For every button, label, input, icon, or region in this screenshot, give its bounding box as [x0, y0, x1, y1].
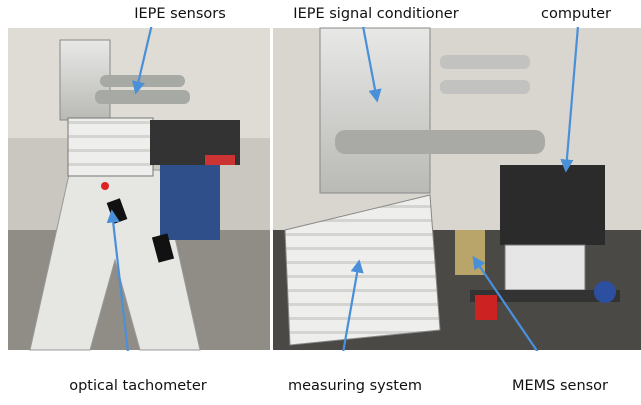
label: optical tachometer: [69, 378, 207, 394]
label: measuring system: [288, 378, 422, 394]
label: computer: [541, 6, 611, 22]
right-photo: [273, 28, 641, 350]
label: IEPE signal conditioner: [293, 6, 458, 22]
label: IEPE sensors: [134, 6, 226, 22]
label: MEMS sensor: [512, 378, 608, 394]
figure: IEPE sensors IEPE signal conditioner com…: [0, 0, 641, 401]
